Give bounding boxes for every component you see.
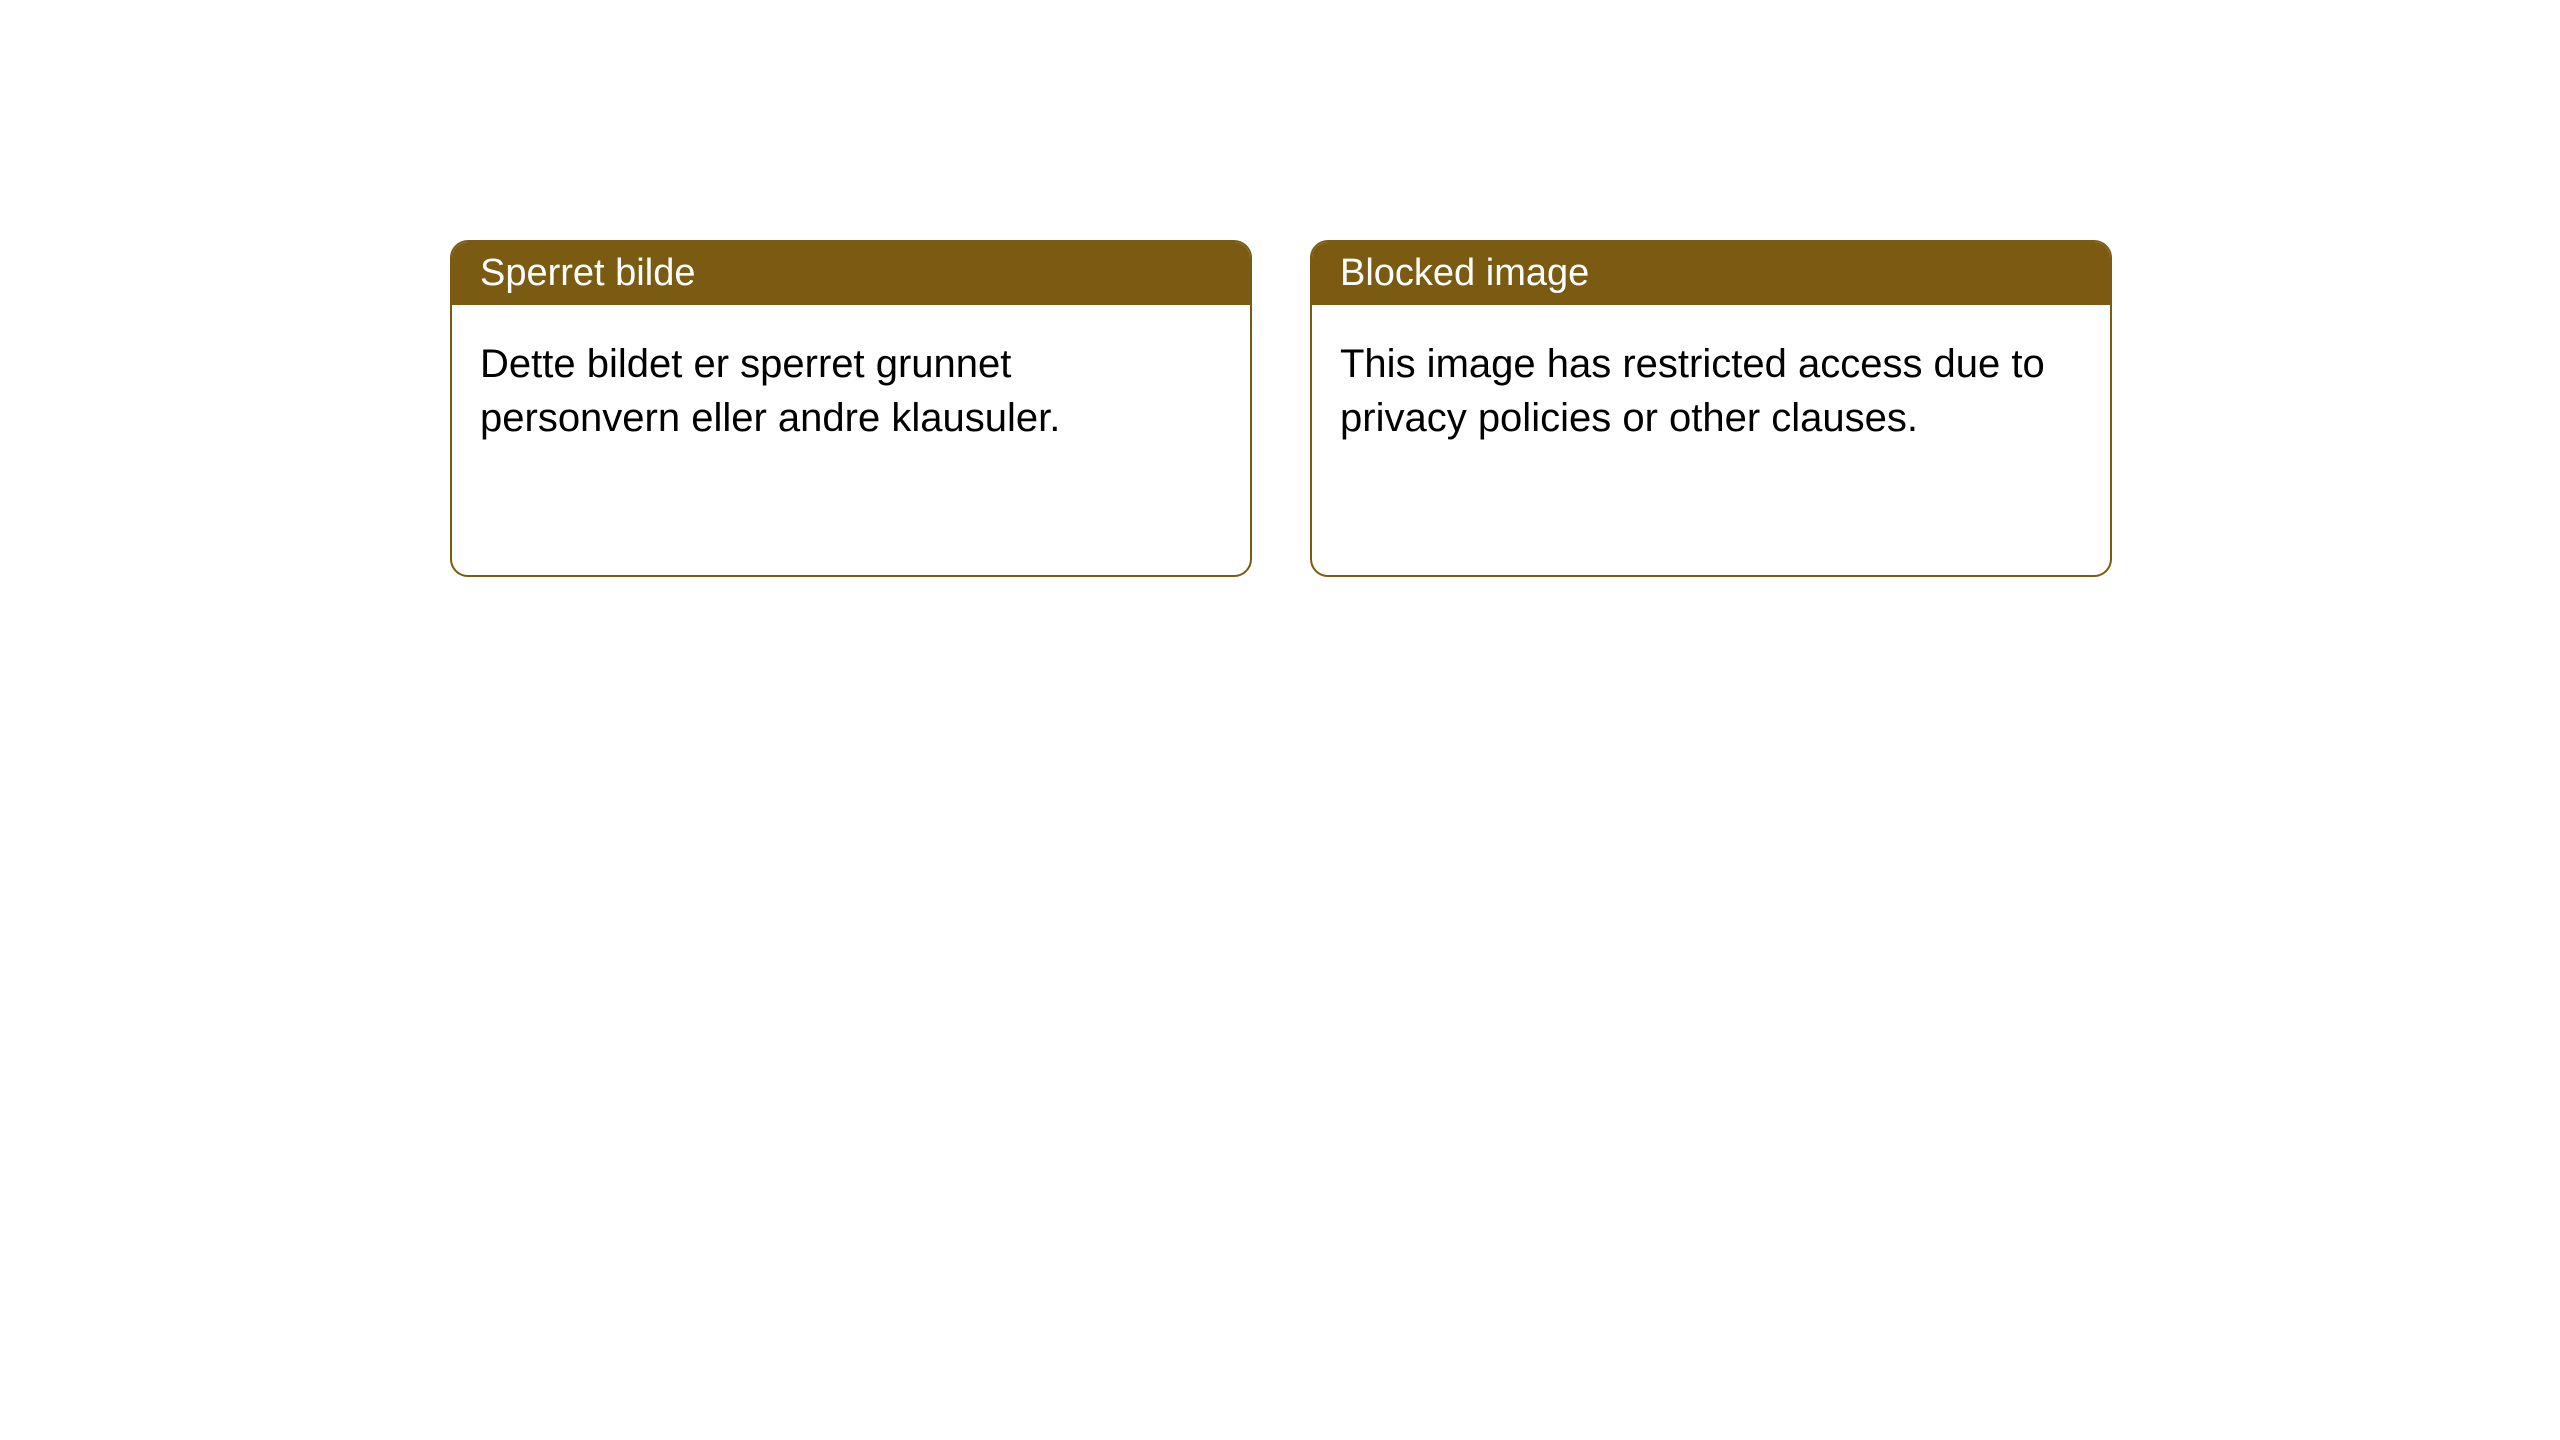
card-body-text: Dette bildet er sperret grunnet personve… xyxy=(480,342,1060,440)
card-title: Sperret bilde xyxy=(480,252,695,294)
notice-container: Sperret bilde Dette bildet er sperret gr… xyxy=(450,240,2112,577)
card-header: Blocked image xyxy=(1312,242,2110,305)
card-body: Dette bildet er sperret grunnet personve… xyxy=(452,305,1250,575)
card-body-text: This image has restricted access due to … xyxy=(1340,342,2045,440)
card-title: Blocked image xyxy=(1340,252,1589,294)
card-body: This image has restricted access due to … xyxy=(1312,305,2110,575)
notice-card-norwegian: Sperret bilde Dette bildet er sperret gr… xyxy=(450,240,1252,577)
card-header: Sperret bilde xyxy=(452,242,1250,305)
notice-card-english: Blocked image This image has restricted … xyxy=(1310,240,2112,577)
